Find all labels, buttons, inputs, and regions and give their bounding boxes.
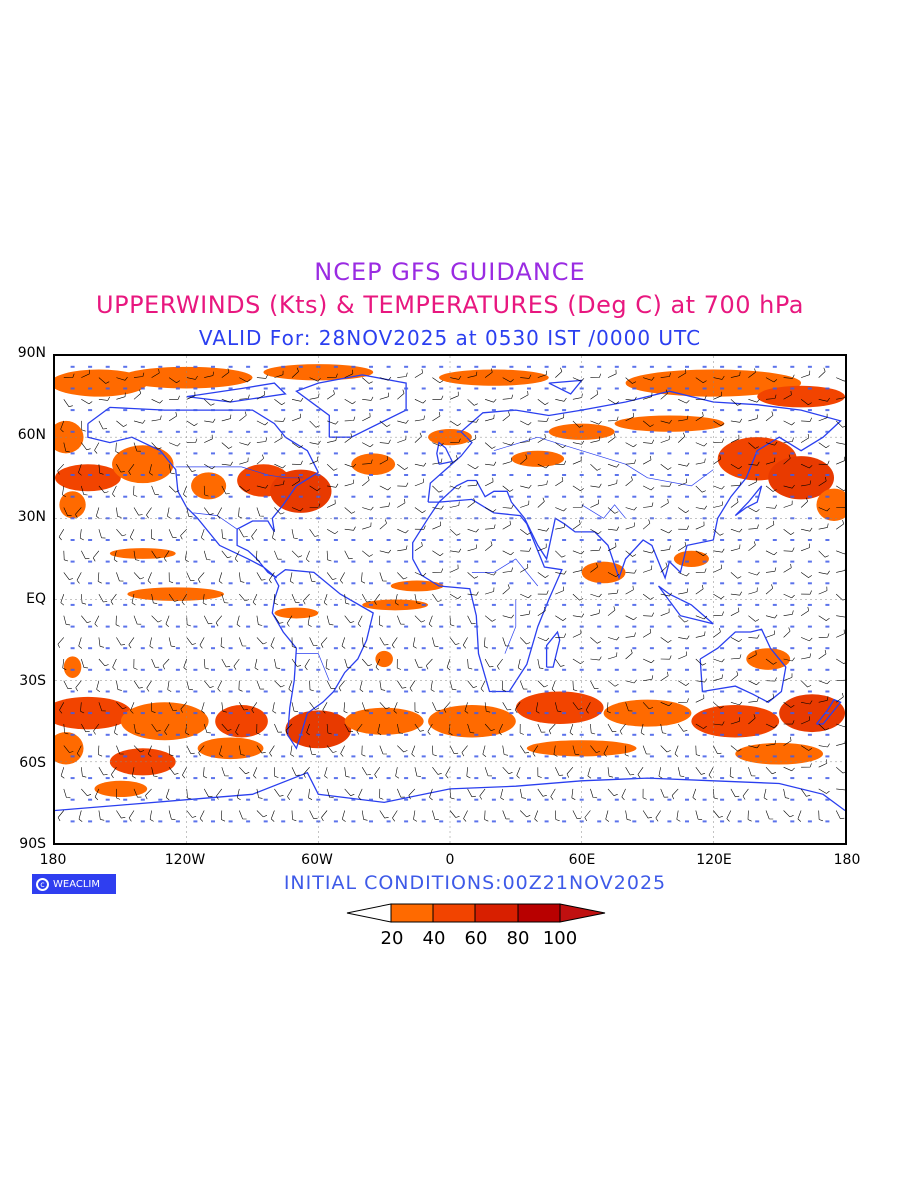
lat-label-90n: 90N	[17, 345, 46, 361]
weaclim-logo: c WEACLIM	[32, 874, 116, 894]
lon-label-180w: 180	[39, 852, 67, 868]
legend-value-60: 60	[464, 928, 488, 949]
legend-value-40: 40	[422, 928, 446, 949]
wind-temperature-map	[55, 356, 845, 843]
legend-swatch-80-100	[517, 903, 561, 923]
copyright-icon: c	[36, 877, 49, 891]
lon-label-60e: 60E	[568, 852, 596, 868]
lat-label-60n: 60N	[17, 427, 46, 443]
lon-label-0: 0	[445, 852, 455, 868]
legend-value-100: 100	[542, 928, 578, 949]
legend-value-80: 80	[506, 928, 530, 949]
legend-swatch-20-40	[390, 903, 434, 923]
initial-conditions: INITIAL CONDITIONS:00Z21NOV2025	[283, 872, 667, 894]
lat-label-90s: 90S	[19, 836, 46, 852]
graticule	[55, 356, 845, 843]
legend-swatch-40-60	[432, 903, 476, 923]
lon-label-120e: 120E	[696, 852, 732, 868]
lon-label-180e: 180	[833, 852, 861, 868]
lat-label-60s: 60S	[19, 755, 46, 771]
valid-time: VALID For: 28NOV2025 at 0530 IST /0000 U…	[198, 326, 702, 350]
lat-label-30n: 30N	[17, 509, 46, 525]
legend-swatch-above-100	[559, 903, 606, 923]
color-legend-bar	[346, 903, 606, 923]
wind-barbs	[57, 367, 845, 822]
lon-label-120w: 120W	[164, 852, 206, 868]
map-title: NCEP GFS GUIDANCE	[314, 258, 586, 286]
map-panel	[53, 354, 847, 845]
temperature-values	[70, 365, 830, 823]
lat-label-30s: 30S	[19, 673, 46, 689]
lon-label-60w: 60W	[301, 852, 333, 868]
lat-label-eq: EQ	[26, 591, 46, 607]
logo-text: WEACLIM	[53, 878, 101, 890]
legend-swatch-below-20	[346, 903, 392, 923]
legend-value-20: 20	[380, 928, 404, 949]
legend-swatch-60-80	[474, 903, 519, 923]
map-subtitle: UPPERWINDS (Kts) & TEMPERATURES (Deg C) …	[96, 291, 804, 319]
